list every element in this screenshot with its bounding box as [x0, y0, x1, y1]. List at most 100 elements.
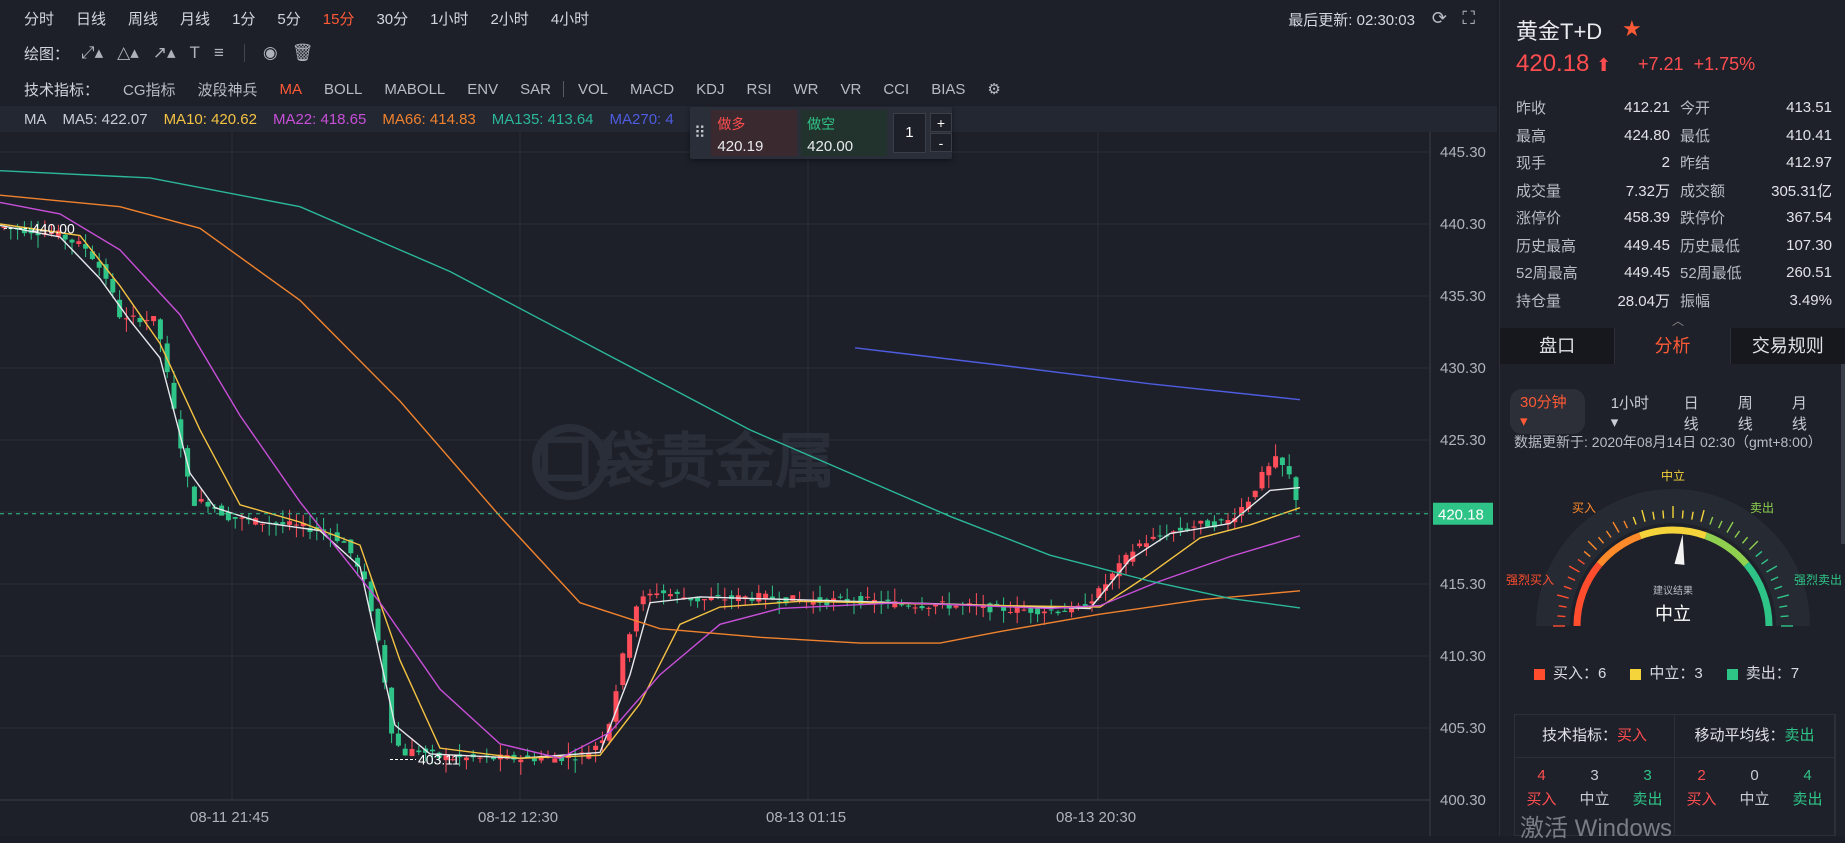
candle — [1205, 518, 1211, 527]
current-price-label: 420.18 — [1438, 507, 1484, 524]
sub-indicator-0[interactable]: VOL — [577, 80, 608, 98]
summary-cell: 2 买入 — [1686, 764, 1716, 812]
indicator-3[interactable]: BOLL — [324, 80, 363, 98]
gauge-tick — [1558, 605, 1567, 608]
qty-plus-button[interactable]: + — [930, 113, 952, 132]
candle — [572, 748, 578, 773]
collapse-caret-icon[interactable]: ︿ — [1672, 314, 1685, 328]
arrow-tool-icon[interactable]: ↗▴ — [152, 43, 176, 62]
indicator-5[interactable]: ENV — [467, 80, 499, 98]
candle — [810, 591, 816, 614]
text-tool-icon[interactable]: T — [189, 43, 200, 62]
sub-indicator-6[interactable]: CCI — [883, 80, 910, 98]
candlestick-chart[interactable]: 445.30440.30435.30430.30425.30420.30415.… — [0, 132, 1497, 836]
period-tab-8[interactable]: 1小时 — [430, 10, 469, 28]
summary-title: 技术指标： — [1541, 727, 1617, 744]
candle — [824, 597, 830, 610]
x-tick-label: 08-11 21:45 — [190, 809, 269, 826]
gauge-label-neutral: 中立 — [1661, 468, 1685, 483]
quote-value: 2 — [1661, 154, 1670, 172]
quantity-input[interactable]: 1 — [892, 113, 926, 153]
period-tab-4[interactable]: 1分 — [232, 10, 256, 28]
analysis-period-1[interactable]: 1小时 ▾ — [1610, 395, 1650, 431]
candle — [715, 583, 721, 600]
candle — [443, 747, 449, 773]
candle — [321, 517, 327, 541]
analysis-period-3[interactable]: 周线 — [1737, 395, 1753, 433]
trash-icon[interactable]: 🗑 — [291, 43, 314, 62]
candle — [395, 721, 401, 748]
candle — [416, 746, 422, 756]
period-tab-5[interactable]: 5分 — [277, 10, 301, 28]
eye-icon[interactable]: ◉ — [262, 43, 278, 62]
analysis-period-0[interactable]: 30分钟 ▾ — [1510, 389, 1585, 434]
gauge-tick — [1612, 521, 1620, 533]
ma-value-3: MA66: 414.83 — [382, 110, 476, 128]
sub-indicator-2[interactable]: KDJ — [696, 80, 725, 98]
panel-tab-2[interactable]: 交易规则 — [1731, 328, 1845, 364]
gauge-tick — [1662, 510, 1665, 519]
triangle-tool-icon[interactable]: △▴ — [117, 43, 139, 62]
candle — [708, 587, 714, 602]
summary-cell: 0 中立 — [1739, 764, 1769, 812]
indicator-2[interactable]: MA — [279, 80, 303, 98]
candle — [994, 600, 1000, 606]
scrollbar[interactable] — [1841, 364, 1845, 544]
fib-tool-icon[interactable]: ≡ — [213, 43, 224, 62]
summary-verdict: 卖出 — [1784, 727, 1815, 744]
sub-indicator-7[interactable]: BIAS — [931, 80, 966, 98]
period-tab-7[interactable]: 30分 — [376, 10, 409, 28]
sub-indicator-5[interactable]: VR — [840, 80, 862, 98]
buy-long-button[interactable]: 做多 420.19 — [711, 110, 798, 156]
candle — [654, 583, 660, 599]
indicator-1[interactable]: 波段神兵 — [197, 81, 258, 99]
fullscreen-icon[interactable]: ⛶ — [1462, 8, 1475, 28]
favorite-star-icon[interactable]: ★ — [1622, 16, 1642, 41]
qty-minus-button[interactable]: - — [930, 133, 952, 152]
legend-text: 卖出：7 — [1745, 665, 1800, 682]
gear-icon[interactable]: ⚙ — [987, 81, 1001, 98]
analysis-period-4[interactable]: 月线 — [1791, 395, 1807, 433]
candle — [531, 752, 537, 766]
sub-indicator-4[interactable]: WR — [793, 80, 819, 98]
analysis-period-2[interactable]: 日线 — [1683, 395, 1699, 433]
candle — [722, 587, 728, 610]
panel-tab-0[interactable]: 盘口 — [1500, 328, 1616, 364]
gauge-tick — [1766, 565, 1778, 573]
period-tab-0[interactable]: 分时 — [24, 10, 55, 28]
candle — [334, 523, 340, 544]
period-tab-2[interactable]: 周线 — [128, 10, 159, 28]
indicator-0[interactable]: CG指标 — [123, 81, 176, 99]
refresh-icon[interactable]: ⟳ — [1431, 8, 1447, 28]
gauge-tick — [1779, 605, 1788, 608]
drag-handle-icon[interactable]: ⠿ — [693, 125, 706, 142]
period-tab-1[interactable]: 日线 — [76, 10, 107, 28]
indicator-4[interactable]: MABOLL — [384, 80, 446, 98]
candle — [1143, 534, 1149, 557]
panel-tab-1[interactable]: 分析 — [1615, 328, 1731, 364]
candle — [35, 221, 41, 248]
quote-value: 305.31亿 — [1771, 182, 1832, 200]
candle — [1218, 518, 1224, 525]
sub-indicator-3[interactable]: RSI — [746, 80, 772, 98]
period-tab-3[interactable]: 月线 — [180, 10, 211, 28]
sub-indicator-1[interactable]: MACD — [629, 80, 675, 98]
gauge-tick — [1777, 594, 1790, 599]
quote-key: 历史最低 — [1680, 237, 1741, 255]
gauge-tick — [1597, 536, 1605, 544]
summary-label: 买入 — [1686, 791, 1717, 808]
period-tab-6[interactable]: 15分 — [322, 10, 355, 28]
line-tool-icon[interactable]: ⤢▴ — [81, 43, 104, 62]
candle — [756, 584, 762, 605]
sell-short-button[interactable]: 做空 420.00 — [801, 110, 887, 156]
candle — [300, 514, 306, 537]
indicator-6[interactable]: SAR — [520, 80, 551, 98]
quote-row: 现手 2 昨结 412.97 — [1516, 149, 1832, 177]
summary-label: 买入 — [1526, 791, 1557, 808]
period-tab-9[interactable]: 2小时 — [490, 10, 529, 28]
quote-row: 历史最高 449.45 历史最低 107.30 — [1516, 232, 1832, 260]
summary-label: 卖出 — [1632, 791, 1663, 808]
period-tab-10[interactable]: 4小时 — [550, 10, 590, 28]
quote-value: 28.04万 — [1617, 292, 1670, 310]
